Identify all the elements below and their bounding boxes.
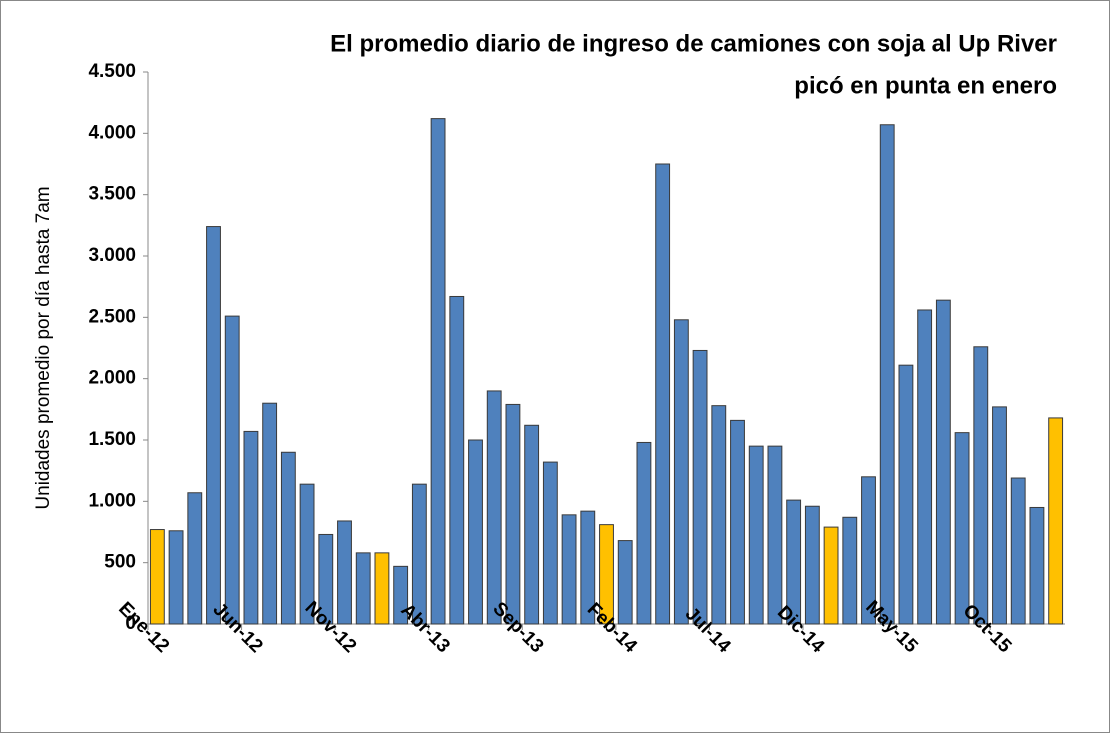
bar bbox=[842, 516, 858, 625]
y-tick-label: 2.000 bbox=[88, 368, 136, 389]
y-tick-label: 4.000 bbox=[88, 122, 136, 143]
bar bbox=[655, 163, 671, 625]
bar bbox=[879, 124, 895, 625]
bar bbox=[786, 499, 802, 625]
y-tick-label: 500 bbox=[104, 552, 136, 573]
bar bbox=[599, 524, 614, 625]
y-axis-label: Unidades promedio por día hasta 7am bbox=[33, 186, 54, 509]
bar bbox=[355, 552, 371, 625]
bar bbox=[898, 364, 914, 625]
bar bbox=[486, 390, 502, 625]
bar bbox=[187, 492, 203, 625]
bar bbox=[393, 565, 409, 625]
bar bbox=[992, 406, 1007, 625]
bar bbox=[917, 309, 933, 625]
bar bbox=[524, 424, 540, 625]
bar bbox=[767, 445, 783, 625]
bar bbox=[730, 419, 745, 625]
bar bbox=[374, 552, 390, 625]
y-tick-label: 4.500 bbox=[88, 61, 136, 82]
y-tick-label: 3.500 bbox=[88, 184, 136, 205]
bar bbox=[505, 403, 521, 625]
bar bbox=[954, 432, 970, 625]
y-tick-label: 1.000 bbox=[88, 490, 136, 511]
bar bbox=[337, 520, 352, 625]
bar bbox=[1010, 477, 1026, 625]
bar bbox=[262, 402, 278, 625]
bar bbox=[861, 476, 876, 625]
chart-title: picó en punta en enero bbox=[794, 72, 1057, 99]
bar bbox=[449, 295, 465, 625]
bar bbox=[280, 451, 296, 625]
y-tick-label: 1.500 bbox=[88, 429, 136, 450]
y-tick-label: 0 bbox=[125, 613, 136, 634]
bar bbox=[617, 540, 633, 625]
bar bbox=[711, 405, 727, 625]
bar bbox=[561, 514, 577, 625]
y-tick-label: 2.500 bbox=[88, 306, 136, 327]
bar bbox=[243, 430, 259, 625]
chart-title: El promedio diario de ingreso de camione… bbox=[330, 30, 1057, 57]
bar bbox=[636, 441, 652, 625]
bar bbox=[673, 319, 689, 625]
bar bbox=[318, 533, 334, 625]
bar bbox=[168, 530, 184, 625]
bar bbox=[299, 483, 315, 625]
bar bbox=[430, 118, 446, 625]
bar bbox=[935, 299, 951, 625]
bar bbox=[748, 445, 764, 625]
bar bbox=[206, 226, 221, 625]
bar bbox=[411, 483, 427, 625]
bar bbox=[1048, 417, 1064, 625]
bar bbox=[542, 461, 558, 625]
bar bbox=[468, 439, 483, 625]
bar bbox=[973, 346, 989, 625]
bar bbox=[804, 505, 820, 625]
bar bbox=[1029, 506, 1045, 625]
y-tick-label: 3.000 bbox=[88, 245, 136, 266]
bar bbox=[224, 315, 240, 625]
bar bbox=[823, 526, 839, 625]
bar bbox=[580, 510, 596, 625]
bar bbox=[149, 529, 165, 625]
bar bbox=[692, 349, 708, 625]
